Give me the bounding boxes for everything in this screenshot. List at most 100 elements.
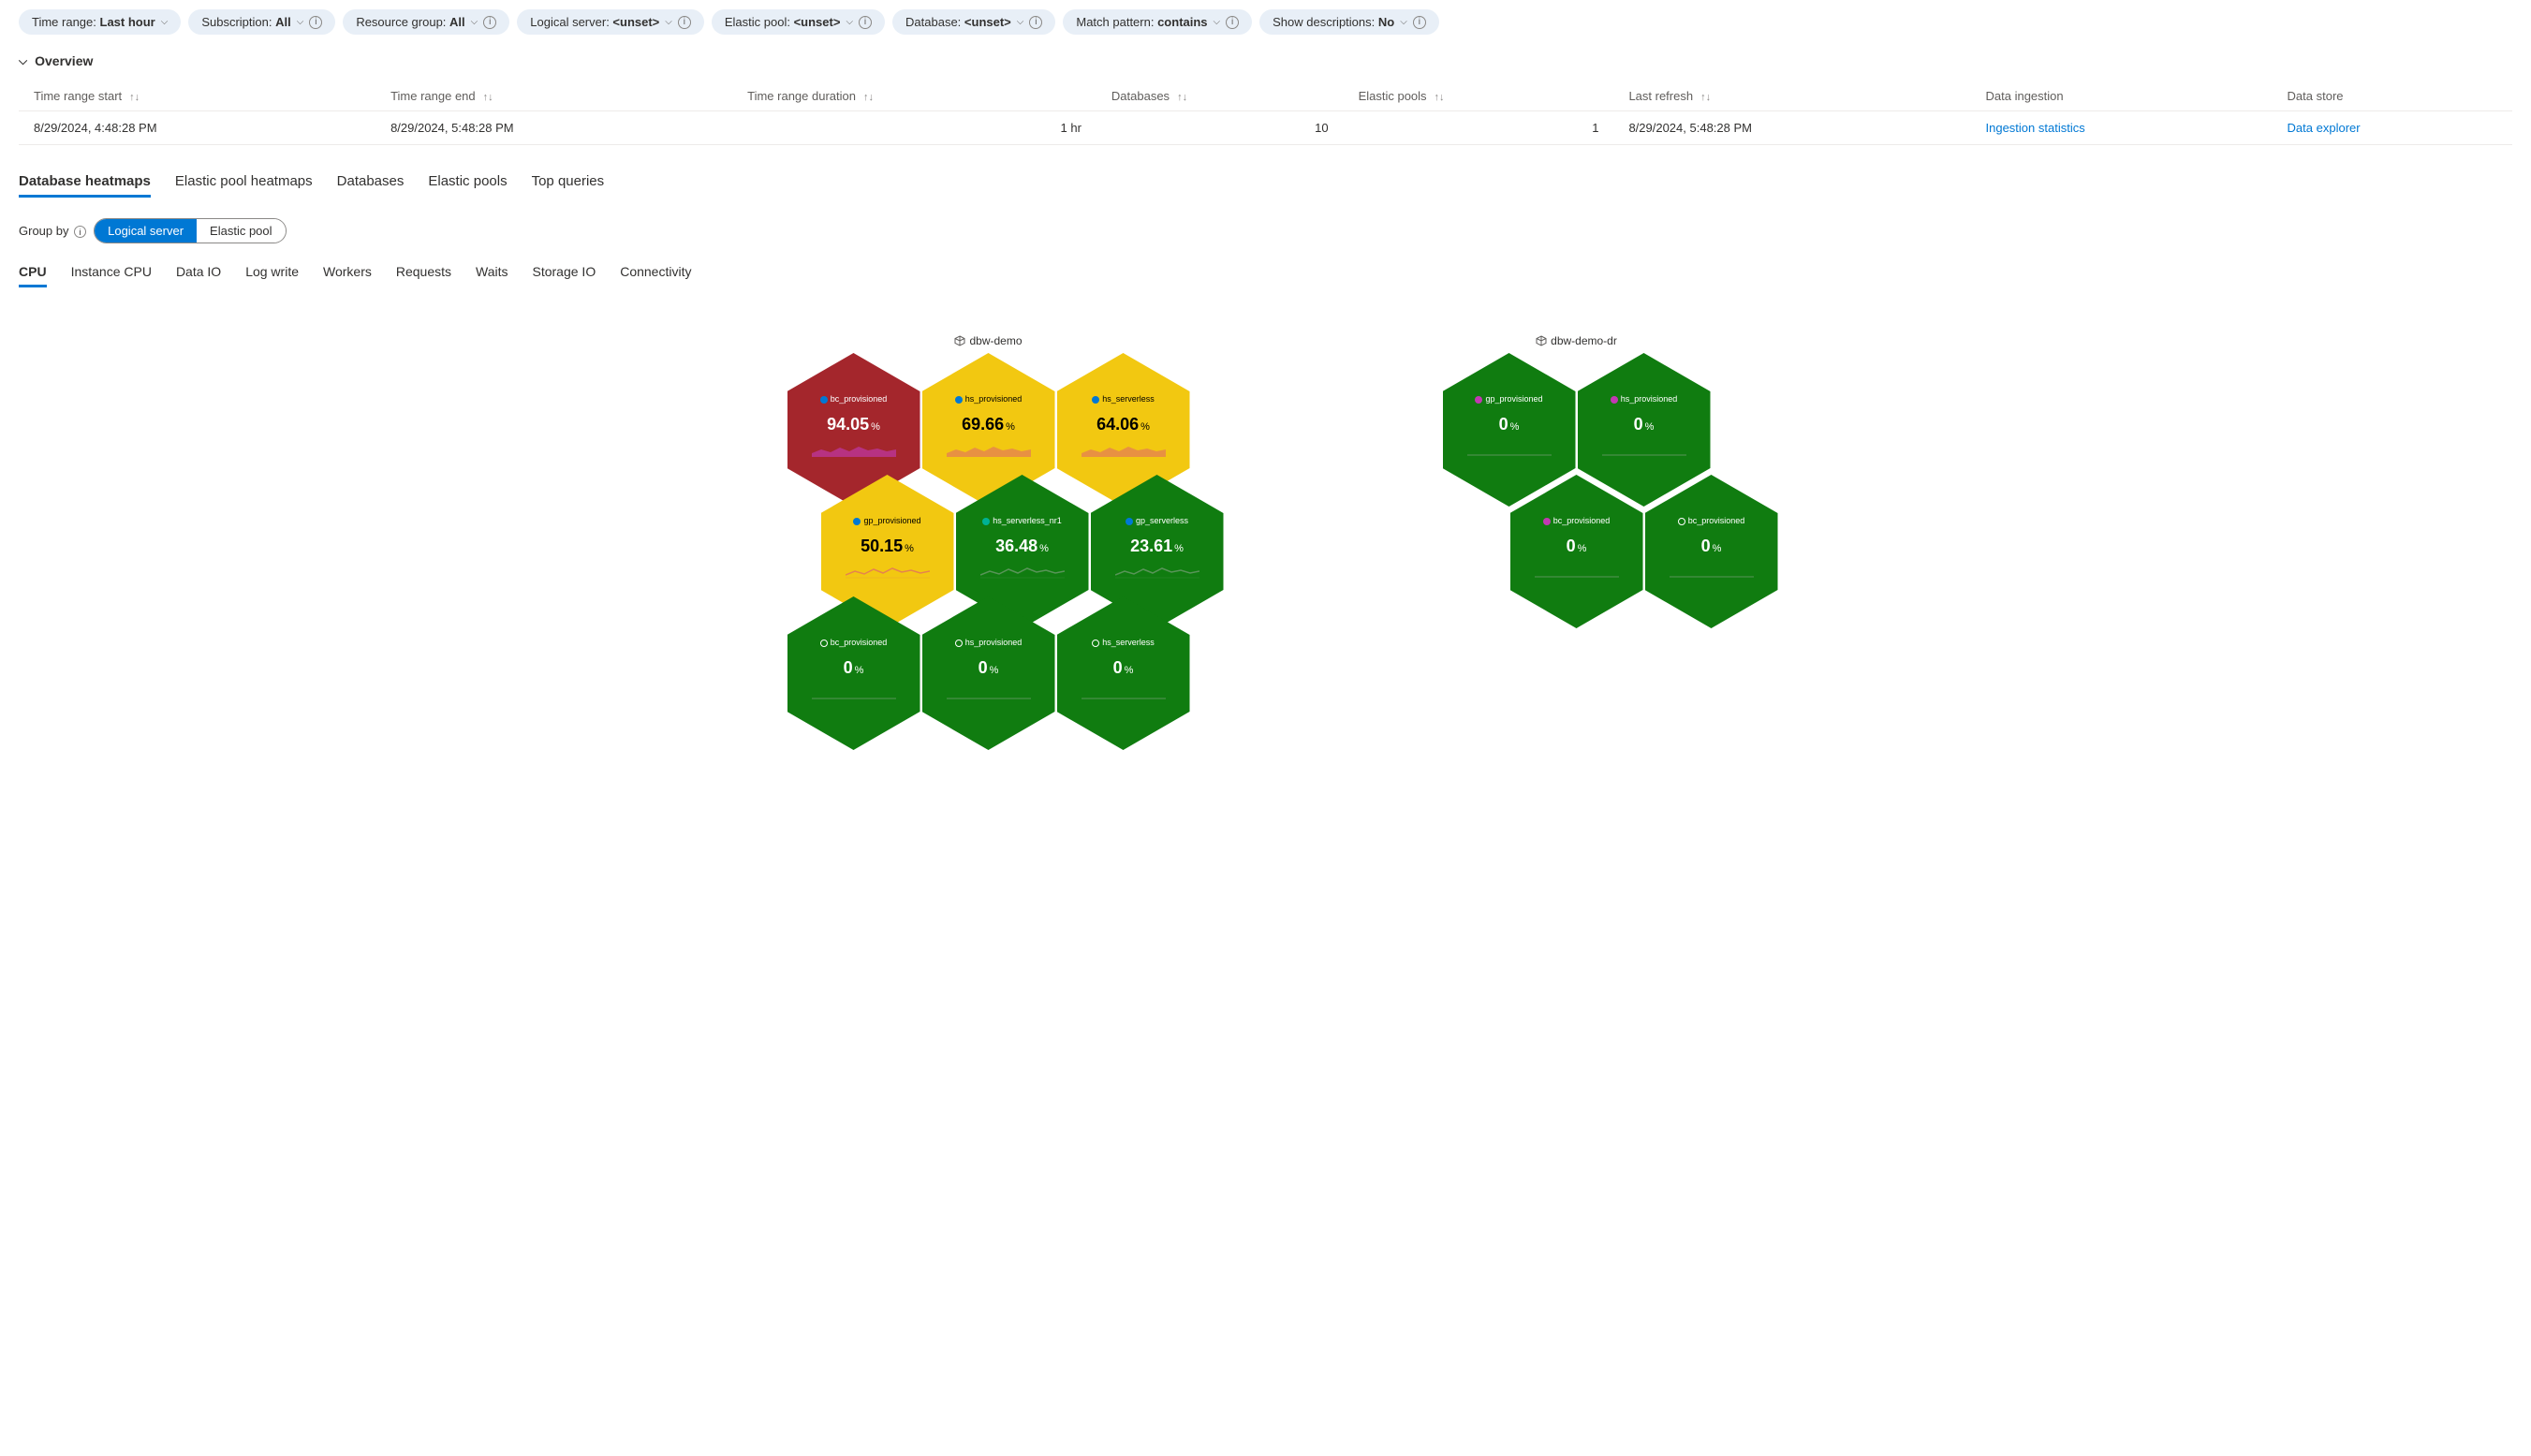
hex-value: 69.66% [962,415,1015,434]
hex-db-name: hs_provisioned [955,394,1023,404]
hex-value: 23.61% [1130,537,1184,556]
group-by-option-1[interactable]: Elastic pool [197,219,285,243]
metric-tab-connectivity[interactable]: Connectivity [620,264,691,287]
metric-tab-cpu[interactable]: CPU [19,264,47,287]
info-icon[interactable]: i [1029,16,1042,29]
overview-col-6: Data ingestion [1971,81,2273,111]
hex-db-name: hs_serverless [1092,638,1155,647]
info-icon[interactable]: i [309,16,322,29]
cell-end: 8/29/2024, 5:48:28 PM [375,111,732,145]
hex-db-name: bc_provisioned [820,394,888,404]
filter-pill-1[interactable]: Subscription: All⌵i [188,9,335,35]
group-by-label: Group by i [19,224,86,239]
overview-col-4[interactable]: Elastic pools↑↓ [1344,81,1614,111]
metric-tab-workers[interactable]: Workers [323,264,372,287]
filter-pill-3[interactable]: Logical server: <unset>⌵i [517,9,704,35]
cluster-1: dbw-demo-dr gp_provisioned 0% hs_provisi… [1375,334,1779,750]
filter-pill-7[interactable]: Show descriptions: No⌵i [1259,9,1439,35]
tab-elastic-pools[interactable]: Elastic pools [428,173,507,198]
metric-tabs: CPU Instance CPU Data IO Log write Workers Re… [19,264,2512,287]
overview-col-2[interactable]: Time range duration↑↓ [732,81,1096,111]
overview-col-3[interactable]: Databases↑↓ [1096,81,1344,111]
group-by-segmented: Logical serverElastic pool [94,218,286,243]
hex-value: 0% [844,658,864,678]
hex-db-name: hs_serverless_nr1 [982,516,1062,525]
filter-pill-4[interactable]: Elastic pool: <unset>⌵i [712,9,885,35]
hex-value: 64.06% [1096,415,1150,434]
hex-value: 94.05% [827,415,880,434]
store-link[interactable]: Data explorer [2288,121,2361,135]
cluster-title: dbw-demo [954,334,1022,347]
main-tabs: Database heatmaps Elastic pool heatmaps Da… [19,173,2512,198]
chevron-down-icon: ⌵ [1214,17,1221,27]
overview-col-5[interactable]: Last refresh↑↓ [1613,81,1970,111]
filter-pill-2[interactable]: Resource group: All⌵i [343,9,509,35]
hex-value: 50.15% [861,537,914,556]
hex-db-name: gp_serverless [1126,516,1188,525]
hex-value: 0% [1701,537,1722,556]
metric-tab-data-io[interactable]: Data IO [176,264,221,287]
cell-databases: 10 [1096,111,1344,145]
info-icon[interactable]: i [1413,16,1426,29]
chevron-down-icon: ⌵ [665,17,672,27]
overview-title: Overview [35,53,93,68]
chevron-down-icon: ⌵ [1017,17,1024,27]
hex-value: 0% [1499,415,1520,434]
overview-section-header[interactable]: ⌵ Overview [19,53,2512,68]
overview-table: Time range start↑↓Time range end↑↓Time r… [19,81,2512,145]
tab-top-queries[interactable]: Top queries [532,173,605,198]
cube-icon [1536,335,1547,346]
info-icon[interactable]: i [859,16,872,29]
hex-value: 36.48% [995,537,1049,556]
tab-database-heatmaps[interactable]: Database heatmaps [19,173,151,198]
metric-tab-waits[interactable]: Waits [476,264,508,287]
tab-databases[interactable]: Databases [337,173,405,198]
group-by-control: Group by i Logical serverElastic pool [19,218,2512,243]
cube-icon [954,335,965,346]
hex-db-name: gp_provisioned [853,516,920,525]
chevron-down-icon: ⌵ [161,17,169,27]
metric-tab-storage-io[interactable]: Storage IO [533,264,596,287]
hex-value: 0% [1634,415,1655,434]
info-icon[interactable]: i [483,16,496,29]
metric-tab-log-write[interactable]: Log write [245,264,299,287]
hex-cell[interactable]: bc_provisioned 0% [1645,475,1778,628]
chevron-down-icon: ⌵ [846,17,853,27]
filter-bar: Time range: Last hour⌵ Subscription: All⌵… [19,9,2512,35]
chevron-down-icon: ⌵ [1400,17,1407,27]
overview-col-7: Data store [2273,81,2512,111]
cell-duration: 1 hr [732,111,1096,145]
cell-pools: 1 [1344,111,1614,145]
group-by-option-0[interactable]: Logical server [95,219,197,243]
hex-db-name: hs_serverless [1092,394,1155,404]
overview-col-1[interactable]: Time range end↑↓ [375,81,732,111]
hex-db-name: hs_provisioned [1611,394,1678,404]
cell-ingestion: Ingestion statistics [1971,111,2273,145]
ingestion-link[interactable]: Ingestion statistics [1986,121,2085,135]
hex-db-name: bc_provisioned [1678,516,1745,525]
cell-start: 8/29/2024, 4:48:28 PM [19,111,375,145]
hex-db-name: bc_provisioned [820,638,888,647]
metric-tab-instance-cpu[interactable]: Instance CPU [71,264,152,287]
chevron-down-icon: ⌵ [471,17,478,27]
tab-elastic-pool-heatmaps[interactable]: Elastic pool heatmaps [175,173,313,198]
overview-col-0[interactable]: Time range start↑↓ [19,81,375,111]
info-icon[interactable]: i [678,16,691,29]
hex-value: 0% [1567,537,1587,556]
hex-db-name: bc_provisioned [1543,516,1611,525]
chevron-down-icon: ⌵ [19,54,27,68]
filter-pill-0[interactable]: Time range: Last hour⌵ [19,9,181,35]
metric-tab-requests[interactable]: Requests [396,264,451,287]
hex-cell[interactable]: bc_provisioned 0% [1510,475,1643,628]
info-icon[interactable]: i [1226,16,1239,29]
hex-value: 0% [1113,658,1134,678]
cluster-title: dbw-demo-dr [1536,334,1617,347]
hex-db-name: gp_provisioned [1475,394,1542,404]
cluster-0: dbw-demo bc_provisioned 94.05% hs_provis… [753,334,1225,750]
filter-pill-5[interactable]: Database: <unset>⌵i [892,9,1055,35]
hex-db-name: hs_provisioned [955,638,1023,647]
info-icon[interactable]: i [74,226,86,238]
filter-pill-6[interactable]: Match pattern: contains⌵i [1063,9,1252,35]
cell-refresh: 8/29/2024, 5:48:28 PM [1613,111,1970,145]
heatmap-area: dbw-demo bc_provisioned 94.05% hs_provis… [19,316,2512,769]
